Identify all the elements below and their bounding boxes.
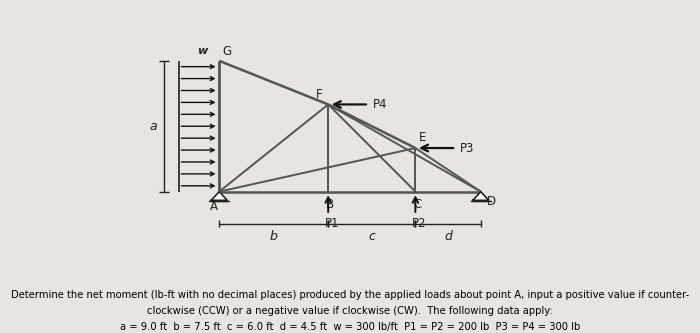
Text: P4: P4 [372, 98, 387, 111]
Polygon shape [211, 191, 228, 200]
Text: E: E [419, 132, 426, 145]
Text: D: D [487, 194, 496, 207]
Text: a: a [149, 120, 157, 133]
Text: Determine the net moment (lb-ft with no decimal places) produced by the applied : Determine the net moment (lb-ft with no … [11, 290, 689, 300]
Text: B: B [326, 198, 335, 211]
Text: c: c [368, 230, 375, 243]
Text: w: w [197, 47, 207, 57]
Text: P1: P1 [325, 217, 339, 230]
Text: G: G [223, 45, 232, 58]
Text: C: C [414, 198, 421, 211]
Text: clockwise (CCW) or a negative value if clockwise (CW).  The following data apply: clockwise (CCW) or a negative value if c… [147, 306, 553, 316]
Text: P2: P2 [412, 217, 426, 230]
Text: F: F [316, 88, 323, 101]
Text: P3: P3 [460, 142, 474, 155]
Polygon shape [473, 191, 489, 200]
Text: A: A [210, 199, 218, 212]
Text: b: b [270, 230, 278, 243]
Text: a = 9.0 ft  b = 7.5 ft  c = 6.0 ft  d = 4.5 ft  w = 300 lb/ft  P1 = P2 = 200 lb : a = 9.0 ft b = 7.5 ft c = 6.0 ft d = 4.5… [120, 322, 580, 332]
Text: d: d [444, 230, 452, 243]
